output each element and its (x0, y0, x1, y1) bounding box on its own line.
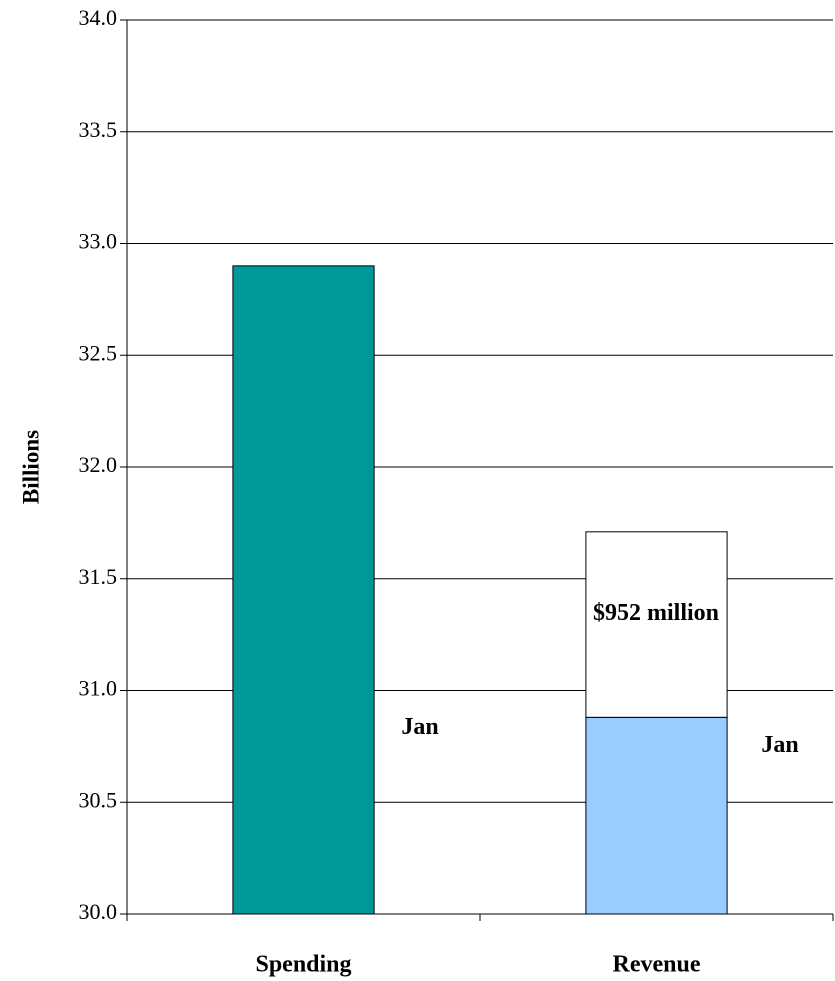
annotation: Jan (401, 714, 439, 740)
y-tick-label: 33.5 (79, 117, 118, 142)
y-tick-label: 31.5 (79, 564, 118, 589)
y-tick-label: 30.5 (79, 787, 118, 812)
bar (585, 716, 728, 915)
y-tick-label: 32.0 (79, 452, 118, 477)
y-axis-label: Billions (18, 430, 43, 504)
y-tick-label: 34.0 (79, 5, 118, 30)
y-tick-label: 30.0 (79, 899, 118, 924)
x-tick-label: Revenue (613, 952, 701, 978)
annotation: $952 million (592, 600, 719, 626)
annotation: Jan (761, 732, 799, 758)
bar (585, 531, 728, 718)
y-tick-label: 31.0 (79, 676, 118, 701)
bar (232, 265, 375, 915)
y-tick-label: 33.0 (79, 229, 118, 254)
x-tick-label: Spending (255, 952, 351, 978)
y-tick-label: 32.5 (79, 340, 118, 365)
